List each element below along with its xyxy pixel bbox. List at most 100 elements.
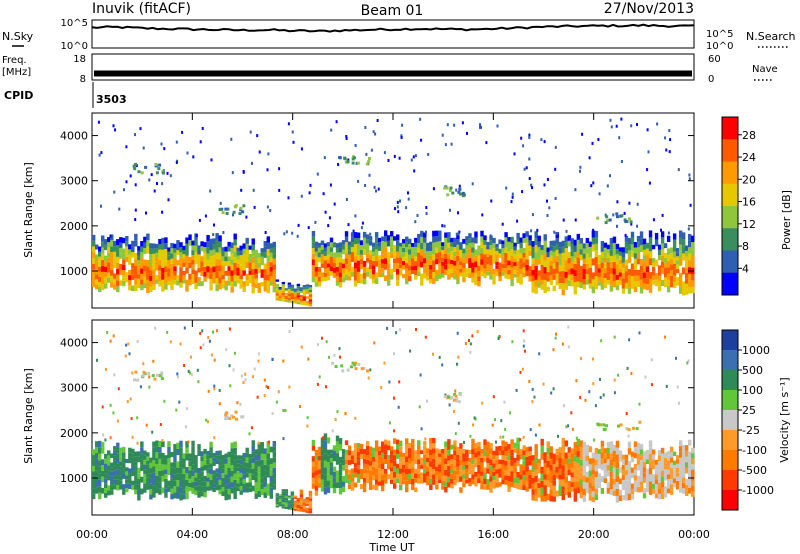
- range-gate-cell: [320, 449, 325, 456]
- range-gate-cell: [492, 467, 496, 472]
- range-gate-cell: [158, 446, 162, 453]
- sparse-echo: [186, 151, 189, 155]
- echo-patch: [158, 163, 162, 167]
- range-gate-cell: [414, 274, 418, 280]
- range-gate-cell: [347, 254, 352, 259]
- range-gate-cell: [212, 470, 216, 475]
- sparse-echo: [579, 169, 581, 173]
- range-gate-cell: [480, 449, 484, 454]
- range-gate-cell: [690, 458, 695, 465]
- sparse-echo: [175, 408, 178, 412]
- range-gate-cell: [278, 294, 283, 297]
- range-gate-cell: [675, 459, 680, 464]
- range-gate-cell: [678, 469, 683, 476]
- range-gate-cell: [576, 450, 581, 457]
- range-gate-cell: [296, 509, 301, 512]
- range-gate-cell: [296, 498, 301, 500]
- range-gate-cell: [365, 445, 370, 451]
- range-gate-cell: [666, 254, 671, 261]
- echo-patch: [596, 216, 600, 220]
- range-gate-cell: [281, 495, 286, 498]
- range-gate-cell: [335, 476, 340, 483]
- range-gate-cell: [444, 486, 448, 493]
- range-gate-cell: [350, 256, 355, 262]
- range-gate-cell: [468, 462, 472, 467]
- range-gate-cell: [191, 269, 195, 275]
- range-gate-cell: [272, 446, 277, 452]
- range-gate-cell: [359, 240, 364, 246]
- range-gate-cell: [669, 484, 674, 490]
- range-gate-cell: [167, 480, 171, 487]
- range-gate-cell: [612, 242, 617, 250]
- sparse-echo: [599, 377, 601, 381]
- range-gate-cell: [579, 440, 584, 447]
- range-gate-cell: [417, 469, 421, 474]
- range-gate-cell: [356, 473, 361, 479]
- range-gate-cell: [230, 487, 234, 494]
- range-gate-cell: [504, 247, 508, 253]
- sparse-echo: [134, 133, 136, 137]
- range-gate-cell: [227, 467, 231, 473]
- range-gate-cell: [543, 260, 547, 267]
- range-gate-cell: [104, 488, 108, 493]
- range-gate-cell: [161, 261, 165, 268]
- range-gate-cell: [254, 278, 258, 284]
- sparse-echo: [588, 156, 591, 160]
- range-gate-cell: [432, 458, 436, 464]
- range-gate-cell: [480, 462, 484, 467]
- sparse-echo: [376, 119, 379, 122]
- range-gate-cell: [212, 487, 216, 493]
- range-gate-cell: [269, 446, 273, 453]
- range-gate-cell: [113, 470, 117, 476]
- range-gate-cell: [582, 274, 587, 280]
- range-gate-cell: [579, 446, 584, 454]
- sparse-echo: [102, 433, 105, 437]
- range-gate-cell: [143, 236, 147, 243]
- range-gate-cell: [600, 464, 605, 471]
- range-gate-cell: [456, 261, 460, 268]
- range-gate-cell: [444, 232, 448, 238]
- range-gate-cell: [380, 272, 385, 278]
- range-gate-cell: [450, 464, 454, 469]
- range-gate-cell: [678, 475, 683, 482]
- range-gate-cell: [663, 267, 668, 273]
- range-gate-cell: [396, 449, 400, 455]
- range-gate-cell: [609, 489, 614, 496]
- range-gate-cell: [185, 454, 189, 461]
- range-gate-cell: [438, 230, 442, 236]
- range-gate-cell: [176, 245, 180, 251]
- range-gate-cell: [393, 438, 397, 444]
- range-gate-cell: [170, 478, 174, 484]
- range-gate-cell: [260, 260, 264, 266]
- range-gate-cell: [630, 250, 635, 258]
- sparse-echo: [660, 228, 662, 232]
- range-gate-cell: [158, 458, 162, 465]
- range-gate-cell: [468, 248, 472, 254]
- sparse-echo: [575, 379, 578, 383]
- range-gate-cell: [305, 286, 310, 290]
- range-gate-cell: [519, 469, 523, 475]
- range-gate-cell: [263, 464, 267, 471]
- sparse-echo: [528, 379, 531, 383]
- range-gate-cell: [254, 460, 258, 466]
- range-gate-cell: [158, 488, 162, 495]
- range-gate-cell: [423, 454, 427, 460]
- range-gate-cell: [92, 240, 96, 247]
- range-gate-cell: [576, 456, 581, 463]
- range-gate-cell: [122, 270, 126, 276]
- sparse-echo: [354, 416, 357, 420]
- range-gate-cell: [531, 269, 535, 276]
- colorbar-tick-label: -1000: [742, 484, 774, 497]
- range-gate-cell: [350, 247, 355, 253]
- range-gate-cell: [383, 478, 388, 484]
- range-gate-cell: [573, 488, 578, 496]
- range-gate-cell: [537, 281, 541, 288]
- range-gate-cell: [594, 243, 599, 251]
- range-gate-cell: [218, 247, 222, 254]
- sparse-echo: [656, 122, 659, 126]
- range-gate-cell: [570, 256, 574, 263]
- range-gate-cell: [242, 452, 246, 458]
- range-gate-cell: [275, 499, 280, 502]
- range-gate-cell: [350, 477, 355, 482]
